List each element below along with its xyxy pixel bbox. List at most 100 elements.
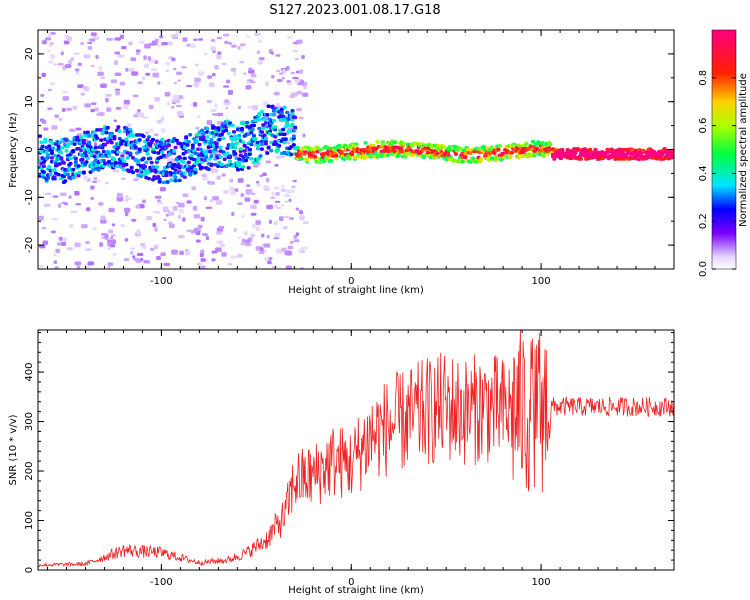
heatmap-cell [271, 191, 275, 197]
heatmap-cell [177, 202, 185, 208]
heatmap-cell [339, 149, 344, 154]
heatmap-cell [297, 82, 304, 86]
heatmap-cell [290, 112, 295, 116]
heatmap-cell [90, 185, 95, 190]
heatmap-cell [87, 140, 92, 145]
heatmap-cell [256, 180, 260, 184]
heatmap-cell [98, 202, 104, 206]
heatmap-cell [241, 215, 245, 218]
heatmap-cell [90, 196, 95, 201]
heatmap-cell [142, 245, 147, 250]
heatmap-cell [60, 51, 64, 56]
heatmap-cell [226, 131, 231, 135]
heatmap-cell [270, 51, 274, 55]
heatmap-cell [44, 192, 52, 196]
heatmap-cell [291, 188, 296, 193]
heatmap-cell [250, 73, 257, 78]
heatmap-cell [114, 88, 121, 91]
heatmap-cell [211, 73, 216, 77]
heatmap-cell [375, 140, 380, 144]
heatmap-cell [251, 223, 256, 229]
heatmap-cell [270, 104, 275, 109]
heatmap-cell [392, 140, 397, 145]
heatmap-cell [227, 262, 233, 266]
heatmap-cell [197, 71, 205, 76]
heatmap-cell [92, 154, 97, 159]
heatmap-cell [107, 154, 112, 158]
heatmap-cell [292, 49, 298, 53]
heatmap-cell [230, 142, 235, 146]
heatmap-cell [57, 63, 64, 66]
heatmap-cell [218, 155, 223, 159]
heatmap-cell [168, 221, 172, 226]
heatmap-cell [209, 137, 214, 142]
heatmap-cell [261, 126, 266, 131]
heatmap-cell [123, 99, 130, 105]
heatmap-cell [249, 130, 254, 135]
heatmap-cell [108, 229, 114, 234]
heatmap-cell [41, 164, 46, 169]
snr-xtick-label: 0 [348, 577, 354, 588]
heatmap-cell [57, 140, 62, 145]
heatmap-cell [548, 142, 553, 147]
heatmap-cell [66, 247, 74, 251]
heatmap-cell [230, 164, 235, 168]
heatmap-cell [68, 156, 73, 160]
heatmap-cell [281, 68, 286, 74]
heatmap-cell [256, 50, 261, 55]
heatmap-cell [231, 44, 237, 48]
heatmap-cell [68, 60, 73, 65]
heatmap-cell [47, 49, 52, 53]
heatmap-cell [205, 135, 210, 139]
heatmap-cell [171, 249, 178, 255]
heatmap-cell [74, 242, 81, 248]
heatmap-cell [114, 60, 118, 66]
heatmap-cell [100, 76, 106, 79]
heatmap-cell [276, 102, 280, 108]
heatmap-cell [223, 190, 230, 194]
heatmap-cell [121, 159, 126, 163]
heatmap-cell [160, 137, 165, 142]
heatmap-cell [121, 167, 126, 172]
heatmap-cell [197, 142, 202, 147]
heatmap-cell [246, 81, 252, 84]
heatmap-cell [253, 137, 258, 141]
heatmap-cell [45, 176, 50, 180]
heatmap-cell [197, 224, 203, 229]
heatmap-cell [651, 150, 656, 154]
heatmap-cell [334, 153, 339, 158]
heatmap-cell [246, 166, 251, 170]
heatmap-cell [497, 144, 502, 148]
heatmap-cell [137, 109, 141, 112]
heatmap-cell [283, 137, 288, 141]
heatmap-cell [287, 129, 292, 134]
heatmap-cell [77, 170, 82, 175]
heatmap-cell [295, 207, 299, 211]
heatmap-cell [61, 161, 66, 165]
heatmap-cell [132, 255, 136, 259]
heatmap-cell [124, 211, 129, 217]
heatmap-cell [188, 133, 193, 137]
heatmap-cell [560, 147, 565, 152]
heatmap-cell [232, 71, 237, 76]
heatmap-cell [535, 146, 540, 151]
heatmap-cell [152, 72, 160, 78]
heatmap-ytick-label: -10 [24, 189, 35, 205]
heatmap-cell [173, 178, 178, 183]
heatmap-cell [257, 60, 263, 65]
heatmap-cell [111, 223, 116, 227]
heatmap-cell [210, 108, 217, 112]
heatmap-cell [258, 39, 262, 43]
heatmap-cell [294, 57, 299, 60]
heatmap-cell [128, 41, 133, 46]
heatmap-cell [282, 132, 287, 137]
heatmap-cell [271, 266, 278, 269]
heatmap-cell [271, 119, 276, 123]
heatmap-cell [53, 260, 58, 264]
heatmap-cell [290, 240, 294, 244]
heatmap-cell [186, 140, 191, 144]
heatmap-cell [132, 94, 139, 98]
heatmap-cell [298, 210, 304, 215]
heatmap-cell [136, 158, 141, 163]
heatmap-cell [198, 38, 204, 41]
